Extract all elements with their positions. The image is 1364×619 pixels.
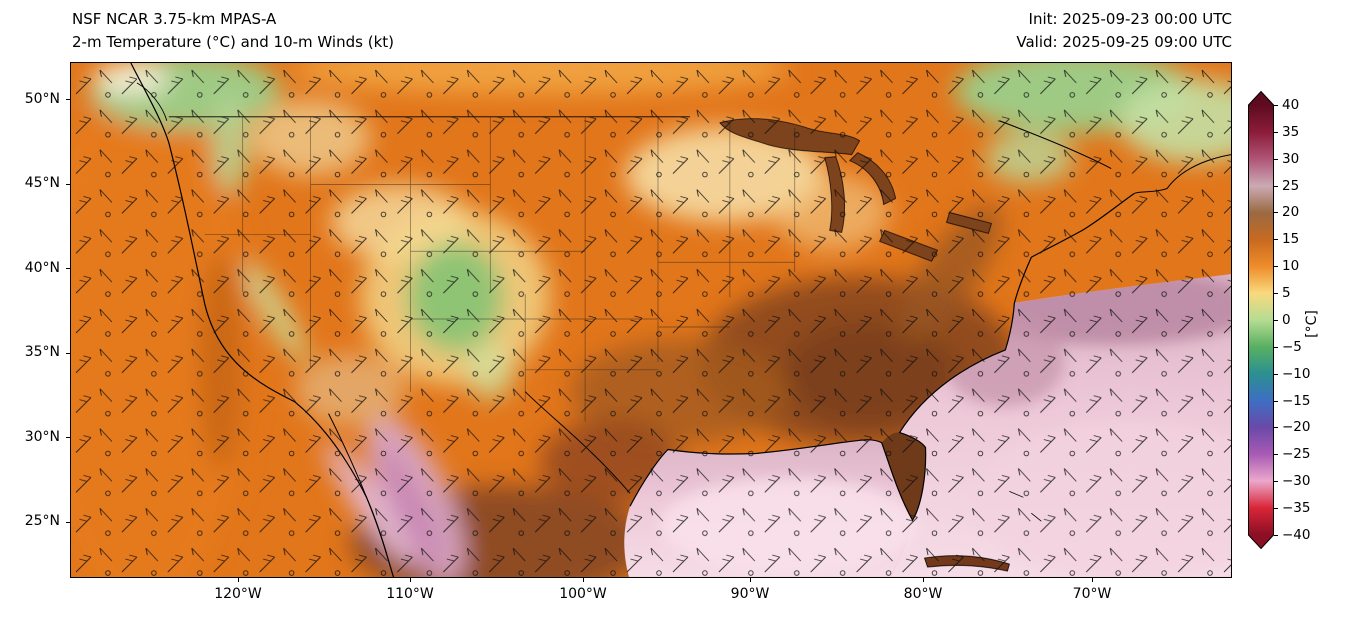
y-axis-tick [66,522,70,523]
x-axis-tick [750,578,751,582]
time-block: Init: 2025-09-23 00:00 UTC Valid: 2025-0… [1016,8,1232,54]
x-axis-label: 80°W [903,586,943,602]
y-axis-tick [66,437,70,438]
x-axis-label: 110°W [386,586,434,602]
weather-map-svg [71,63,1231,577]
colorbar-tick-label: 25 [1273,178,1300,194]
colorbar-tick-label: −35 [1274,500,1311,516]
y-axis-label: 45°N [24,175,60,191]
x-axis-tick [923,578,924,582]
colorbar-gradient [1248,90,1274,550]
colorbar-tick-label: −15 [1274,393,1311,409]
colorbar-tick-label: −30 [1274,473,1311,489]
valid-time: Valid: 2025-09-25 09:00 UTC [1016,33,1232,51]
y-axis-tick [66,184,70,185]
colorbar-tick-label: 35 [1273,124,1300,140]
x-axis-tick [410,578,411,582]
wind-barb-overlay [71,63,1231,577]
colorbar-tick-label: 30 [1273,151,1300,167]
x-axis-tick [238,578,239,582]
y-axis-tick [66,99,70,100]
colorbar-tick-label: −5 [1274,339,1302,355]
variable-title: 2-m Temperature (°C) and 10-m Winds (kt) [72,33,394,51]
colorbar-tick-label: 20 [1273,204,1300,220]
model-title: NSF NCAR 3.75-km MPAS-A [72,10,277,28]
x-axis-tick [1092,578,1093,582]
colorbar-tick-label: −10 [1274,366,1311,382]
colorbar-unit-label: [°C] [1304,310,1320,338]
colorbar-tick-label: 15 [1273,231,1300,247]
x-axis-tick [583,578,584,582]
title-block: NSF NCAR 3.75-km MPAS-A 2-m Temperature … [72,8,394,54]
colorbar-tick-label: −40 [1274,527,1311,543]
x-axis-label: 90°W [730,586,770,602]
colorbar-tick-label: −25 [1274,446,1311,462]
y-axis-label: 35°N [24,344,60,360]
x-axis-label: 120°W [214,586,262,602]
colorbar-tick-label: 10 [1273,258,1300,274]
y-axis-label: 50°N [24,91,60,107]
colorbar-tick-label: −20 [1274,419,1311,435]
y-axis-label: 25°N [24,513,60,529]
y-axis-tick [66,353,70,354]
map-canvas [70,62,1232,578]
colorbar-tick-label: 0 [1274,312,1291,328]
init-time: Init: 2025-09-23 00:00 UTC [1028,10,1232,28]
colorbar-tick-label: 40 [1273,97,1300,113]
y-axis-tick [66,268,70,269]
y-axis-label: 40°N [24,260,60,276]
x-axis-label: 100°W [559,586,607,602]
y-axis-label: 30°N [24,429,60,445]
colorbar-tick-label: 5 [1274,285,1291,301]
colorbar: 40 35 30 25 20 15 10 5 0 −5 −10 −15 −20 … [1248,90,1311,550]
x-axis-label: 70°W [1072,586,1112,602]
